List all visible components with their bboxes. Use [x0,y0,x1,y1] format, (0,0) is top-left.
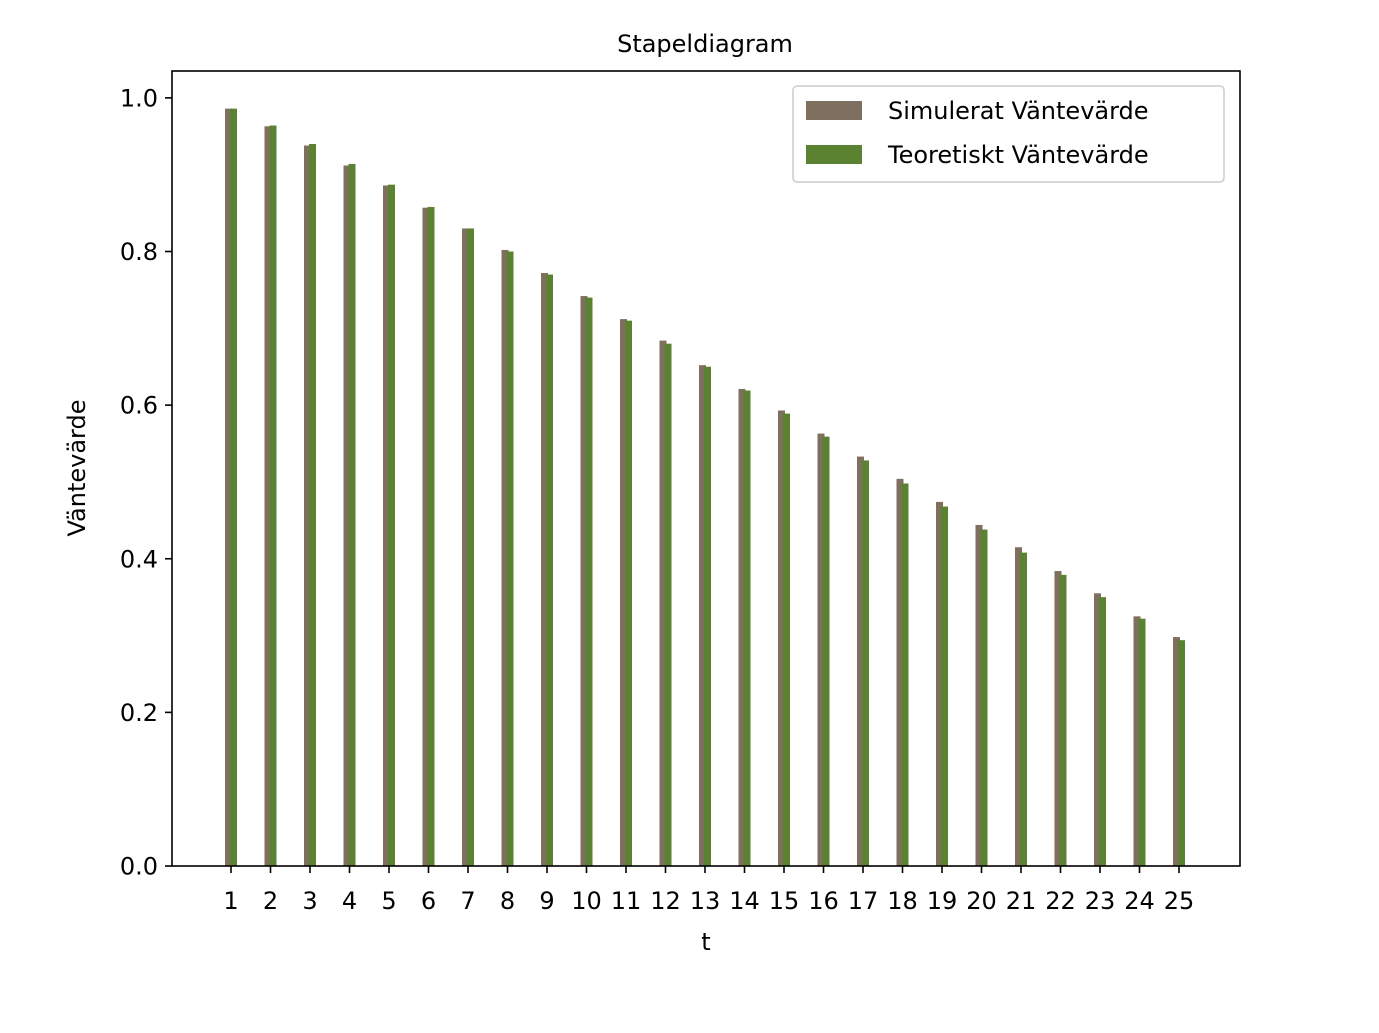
bar-simulated-14 [738,389,746,866]
bar-simulated-10 [580,296,588,866]
x-tick-label: 18 [887,887,918,915]
y-tick-label: 1.0 [120,84,158,112]
bar-theoretical-10 [585,297,593,867]
x-tick-label: 7 [460,887,475,915]
legend-label-simulated: Simulerat Väntevärde [888,97,1149,125]
x-tick-label: 11 [611,887,642,915]
bar-theoretical-23 [1099,597,1106,866]
y-tick-label: 0.0 [120,853,158,881]
x-tick-label: 1 [223,887,238,915]
x-tick-label: 12 [650,887,681,915]
bar-simulated-20 [975,524,983,866]
bar-theoretical-7 [467,228,474,866]
plot-area-frame [171,70,1241,867]
legend-swatch-simulated [806,101,862,120]
bar-simulated-7 [462,228,469,866]
legend: Simulerat Väntevärde Teoretiskt Väntevär… [792,85,1225,183]
bar-theoretical-12 [664,343,672,866]
bar-theoretical-2 [269,125,277,867]
bar-theoretical-15 [783,413,790,866]
x-tick-label: 23 [1085,887,1116,915]
x-tick-label: 25 [1164,887,1195,915]
bar-theoretical-5 [388,184,395,866]
bar-theoretical-16 [822,436,830,866]
x-tick-label: 16 [808,887,839,915]
bar-simulated-2 [264,126,272,867]
x-tick-label: 4 [342,887,357,915]
chart-title: Stapeldiagram [617,30,793,58]
x-tick-label: 19 [927,887,958,915]
bar-simulated-19 [936,501,943,866]
x-tick-label: 5 [381,887,396,915]
x-tick-label: 8 [500,887,515,915]
x-tick-label: 2 [263,887,278,915]
bar-theoretical-9 [546,274,553,866]
bar-theoretical-19 [941,506,948,866]
x-tick-label: 22 [1045,887,1076,915]
bar-simulated-6 [422,207,430,867]
x-tick-label: 10 [571,887,602,915]
bar-theoretical-8 [506,251,514,866]
bar-simulated-5 [383,185,390,866]
bar-theoretical-3 [309,143,316,867]
bar-simulated-13 [699,365,706,866]
x-tick-label: 6 [421,887,436,915]
bar-theoretical-6 [427,206,435,866]
x-tick-label: 3 [302,887,317,915]
legend-swatch-theoretical [806,145,862,164]
bar-simulated-24 [1133,616,1141,866]
x-tick-label: 13 [690,887,721,915]
legend-box [792,85,1225,183]
bar-theoretical-1 [230,108,237,866]
bar-simulated-9 [541,273,548,866]
x-tick-label: 24 [1124,887,1155,915]
bar-simulated-15 [778,410,785,866]
x-axis-label: t [701,928,710,956]
y-tick-label: 0.4 [120,545,158,573]
x-tick-label: 20 [966,887,997,915]
y-tick-label: 0.6 [120,392,158,420]
bar-simulated-11 [620,319,627,867]
bar-theoretical-13 [704,366,711,866]
bar-simulated-21 [1015,547,1022,866]
bar-simulated-4 [343,165,351,867]
x-tick-label: 14 [729,887,760,915]
bar-simulated-16 [817,433,825,866]
bar-theoretical-22 [1059,574,1067,866]
bar-theoretical-14 [743,390,751,866]
bar-simulated-17 [857,456,864,866]
bar-simulated-25 [1173,637,1180,866]
bar-simulated-23 [1094,593,1101,866]
bar-theoretical-11 [625,320,632,866]
bar-theoretical-17 [862,460,869,866]
bar-theoretical-18 [901,483,909,866]
y-tick-label: 0.2 [120,699,158,727]
x-tick-label: 21 [1006,887,1037,915]
bar-theoretical-24 [1138,618,1146,866]
bar-simulated-12 [659,340,667,866]
bar-simulated-3 [304,145,311,866]
y-axis: 0.0 0.2 0.4 0.6 0.8 1.0 [120,84,172,881]
bar-theoretical-20 [980,529,988,866]
bar-theoretical-21 [1020,552,1027,866]
bar-simulated-22 [1054,571,1062,866]
x-tick-label: 9 [539,887,554,915]
y-tick-label: 0.8 [120,238,158,266]
bar-simulated-1 [225,108,232,866]
x-tick-label: 17 [848,887,879,915]
x-axis: 1 2 3 4 5 6 7 8 9 10 11 12 13 14 15 16 17 18 19 20 21 22 23 24 2… [223,866,1194,915]
bars-layer [225,108,1185,867]
y-axis-label: Väntevärde [63,399,91,536]
legend-label-theoretical: Teoretiskt Väntevärde [887,141,1149,169]
bar-simulated-18 [896,478,904,866]
bar-theoretical-25 [1178,640,1185,866]
bar-theoretical-4 [348,163,356,866]
bar-simulated-8 [501,249,509,867]
x-tick-label: 15 [769,887,800,915]
